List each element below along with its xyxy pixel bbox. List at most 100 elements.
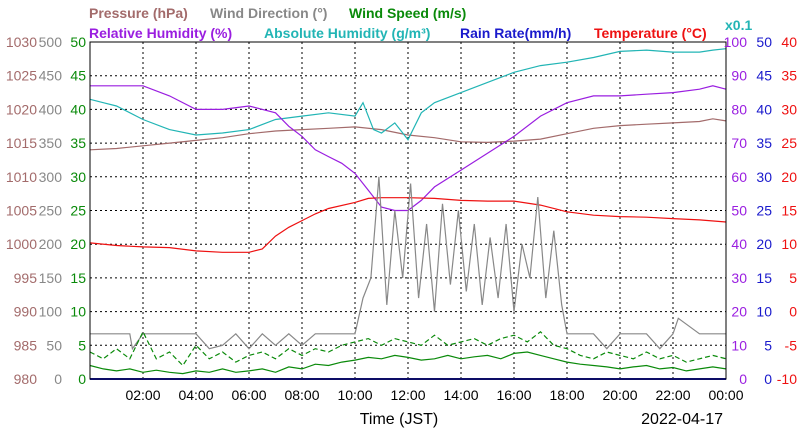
y-tick-label-wind_dir: 150: [39, 270, 63, 286]
legend-pressure: Pressure (hPa): [89, 5, 188, 21]
series-line-wind_speed: [89, 351, 727, 375]
y-tick-label-wind_speed: 10: [70, 304, 86, 320]
y-tick-label-pressure: 1005: [6, 203, 37, 219]
legend-wind_dir: Wind Direction (°): [210, 5, 327, 21]
plot-frame: [89, 41, 727, 380]
y-tick-label-pressure: 1015: [6, 135, 37, 151]
x-tick-label: 14:00: [443, 387, 478, 403]
y-tick-label-rain: 40: [756, 101, 772, 117]
y-tick-label-wind_speed: 15: [70, 270, 86, 286]
series-line-temp: [89, 197, 727, 253]
y-tick-label-temp: 15: [781, 203, 797, 219]
series-line-abs_hum: [89, 48, 727, 141]
x-tick-label: 10:00: [337, 387, 372, 403]
y-tick-label-rel_hum: 60: [731, 169, 747, 185]
y-tick-label-wind_speed: 25: [70, 203, 86, 219]
y-tick-label-rain: 5: [764, 337, 772, 353]
y-tick-label-rel_hum: 30: [731, 270, 747, 286]
y-tick-label-rain: 30: [756, 169, 772, 185]
legend-abs_hum: Absolute Humidity (g/m³): [264, 25, 430, 41]
x-tick-label: 00:00: [708, 387, 743, 403]
x-axis-ticks: 02:00 04:00 06:00 08:00 10:00 12:00 14:00 16:00…: [125, 387, 743, 403]
y-tick-label-rain: 35: [756, 135, 772, 151]
y-tick-label-temp: 5: [789, 270, 797, 286]
y-tick-label-wind_dir: 250: [39, 203, 63, 219]
y-tick-label-rel_hum: 70: [731, 135, 747, 151]
series-line-pressure: [89, 118, 727, 151]
y-tick-label-temp: 10: [781, 236, 797, 252]
y-tick-label-pressure: 990: [14, 304, 38, 320]
y-tick-label-wind_speed: 30: [70, 169, 86, 185]
y-tick-label-rel_hum: 40: [731, 236, 747, 252]
y-tick-label-wind_dir: 100: [39, 304, 63, 320]
y-tick-label-rel_hum: 10: [731, 337, 747, 353]
y-tick-label-wind_dir: 200: [39, 236, 63, 252]
y-tick-label-pressure: 1030: [6, 34, 37, 50]
y-tick-label-rain: 50: [756, 34, 772, 50]
y-tick-label-wind_speed: 40: [70, 101, 86, 117]
legend-wind_speed: Wind Speed (m/s): [349, 5, 466, 21]
y-tick-label-wind_speed: 5: [78, 337, 86, 353]
x-tick-label: 16:00: [496, 387, 531, 403]
series-line-rel_hum: [90, 85, 727, 212]
y-tick-label-wind_dir: 50: [46, 337, 62, 353]
y-tick-label-wind_speed: 35: [70, 135, 86, 151]
x-tick-label: 12:00: [390, 387, 425, 403]
y-tick-label-temp: -10: [777, 371, 797, 387]
y-tick-label-wind_dir: 350: [39, 135, 63, 151]
y-tick-label-rain: 20: [756, 236, 772, 252]
legend-x01: x0.1: [725, 17, 752, 33]
y-tick-label-rain: 0: [764, 371, 772, 387]
legend-rain: Rain Rate(mm/h): [460, 25, 571, 41]
y-tick-label-wind_speed: 45: [70, 68, 86, 84]
y-tick-label-rel_hum: 20: [731, 304, 747, 320]
y-tick-label-temp: 40: [781, 34, 797, 50]
x-tick-label: 22:00: [655, 387, 690, 403]
y-tick-label-temp: 35: [781, 68, 797, 84]
legend-rel_hum: Relative Humidity (%): [89, 25, 232, 41]
x-tick-label: 18:00: [549, 387, 584, 403]
y-tick-label-pressure: 1010: [6, 169, 37, 185]
y-tick-label-pressure: 980: [14, 371, 38, 387]
series-line-wind_dir: [90, 176, 726, 351]
y-tick-label-pressure: 1020: [6, 101, 37, 117]
y-tick-label-pressure: 995: [14, 270, 38, 286]
y-tick-label-rel_hum: 50: [731, 203, 747, 219]
y-tick-label-temp: -5: [785, 337, 798, 353]
y-tick-label-wind_dir: 0: [54, 371, 62, 387]
y-tick-label-temp: 25: [781, 135, 797, 151]
x-tick-label: 20:00: [602, 387, 637, 403]
y-tick-label-rel_hum: 100: [724, 34, 748, 50]
x-axis-title: Time (JST): [360, 411, 439, 428]
y-tick-label-rain: 25: [756, 203, 772, 219]
y-tick-label-rain: 45: [756, 68, 772, 84]
y-tick-label-rain: 15: [756, 270, 772, 286]
y-axis-ticks: 9809859909951000100510101015102010251030…: [6, 34, 797, 387]
y-tick-label-wind_speed: 0: [78, 371, 86, 387]
legend: Pressure (hPa) Wind Direction (°) Wind Spe…: [89, 5, 752, 41]
series-line-gust: [89, 330, 727, 367]
x-tick-label: 08:00: [284, 387, 319, 403]
legend-temp: Temperature (°C): [594, 25, 707, 41]
y-tick-label-temp: 20: [781, 169, 797, 185]
y-tick-label-rel_hum: 90: [731, 68, 747, 84]
grid: [90, 42, 726, 379]
y-tick-label-temp: 0: [789, 304, 797, 320]
y-tick-label-pressure: 985: [14, 337, 38, 353]
y-tick-label-wind_dir: 400: [39, 101, 63, 117]
x-tick-label: 06:00: [231, 387, 266, 403]
y-tick-label-wind_dir: 500: [39, 34, 63, 50]
y-tick-label-rel_hum: 80: [731, 101, 747, 117]
y-tick-label-pressure: 1000: [6, 236, 37, 252]
y-tick-label-rain: 10: [756, 304, 772, 320]
y-tick-label-wind_dir: 300: [39, 169, 63, 185]
y-tick-label-pressure: 1025: [6, 68, 37, 84]
x-tick-label: 02:00: [125, 387, 160, 403]
y-tick-label-temp: 30: [781, 101, 797, 117]
y-tick-label-rel_hum: 0: [739, 371, 747, 387]
y-tick-label-wind_speed: 20: [70, 236, 86, 252]
y-tick-label-wind_dir: 450: [39, 68, 63, 84]
y-tick-label-wind_speed: 50: [70, 34, 86, 50]
x-tick-label: 04:00: [178, 387, 213, 403]
